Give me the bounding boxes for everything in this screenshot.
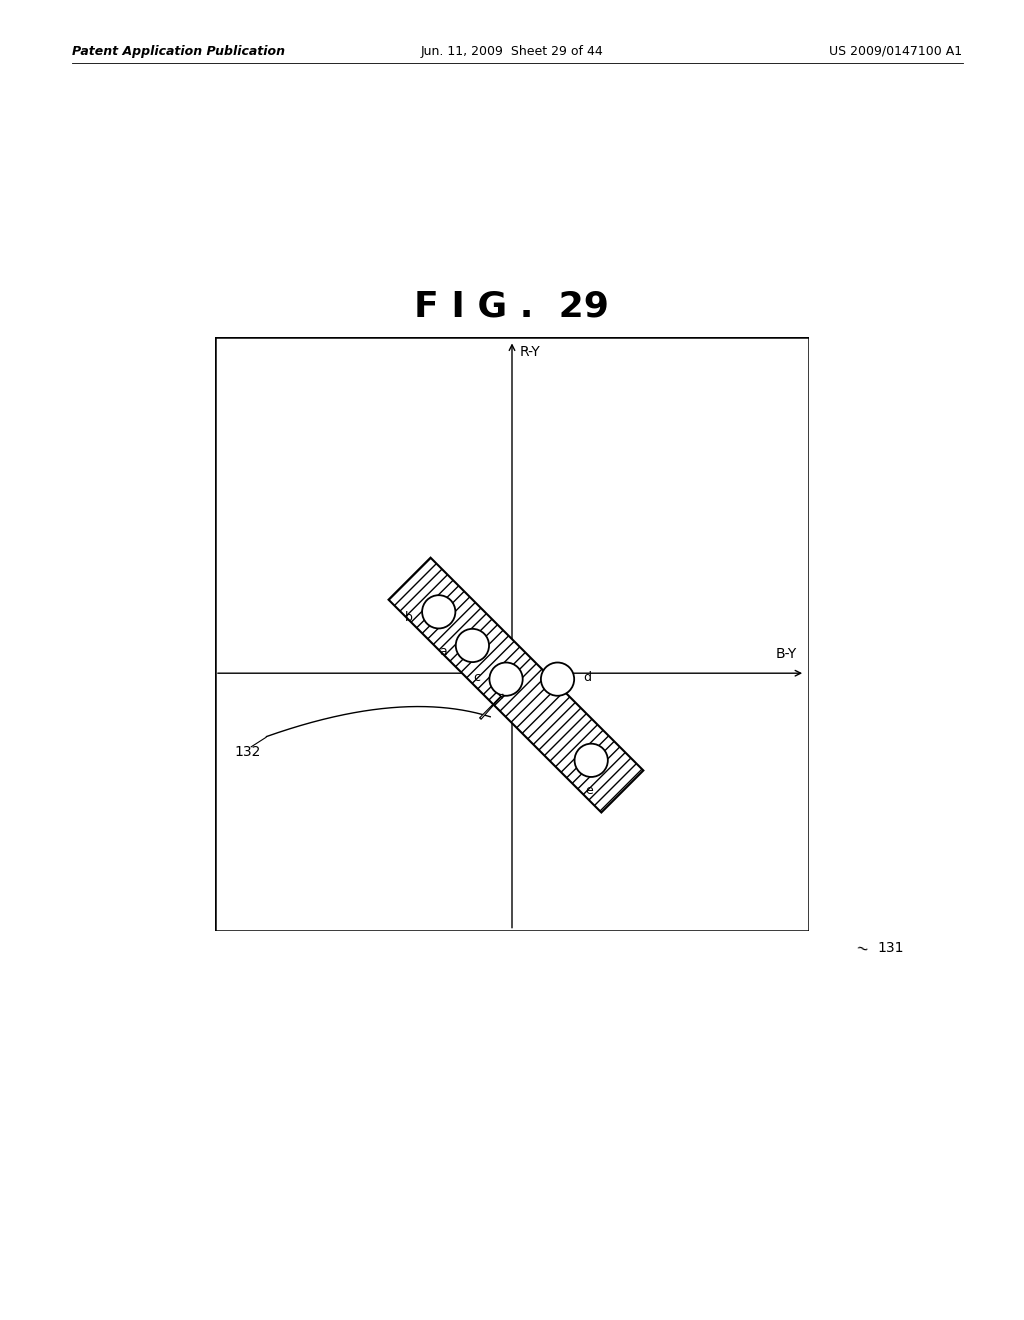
Text: e: e — [586, 784, 593, 796]
Circle shape — [541, 663, 574, 696]
Text: Patent Application Publication: Patent Application Publication — [72, 45, 285, 58]
Circle shape — [574, 743, 608, 777]
Text: F I G .  29: F I G . 29 — [415, 289, 609, 323]
Text: US 2009/0147100 A1: US 2009/0147100 A1 — [829, 45, 963, 58]
Polygon shape — [388, 557, 643, 813]
Text: c: c — [473, 671, 480, 684]
Text: ~: ~ — [854, 940, 870, 957]
Circle shape — [422, 595, 456, 628]
Text: 131: 131 — [878, 941, 904, 956]
Circle shape — [456, 628, 489, 663]
Text: Jun. 11, 2009  Sheet 29 of 44: Jun. 11, 2009 Sheet 29 of 44 — [421, 45, 603, 58]
Text: d: d — [584, 671, 591, 684]
Circle shape — [489, 663, 522, 696]
Text: 132: 132 — [234, 746, 261, 759]
Text: b: b — [406, 611, 413, 624]
Text: B-Y: B-Y — [776, 647, 797, 661]
Text: R-Y: R-Y — [520, 345, 541, 359]
Text: a: a — [439, 645, 446, 657]
